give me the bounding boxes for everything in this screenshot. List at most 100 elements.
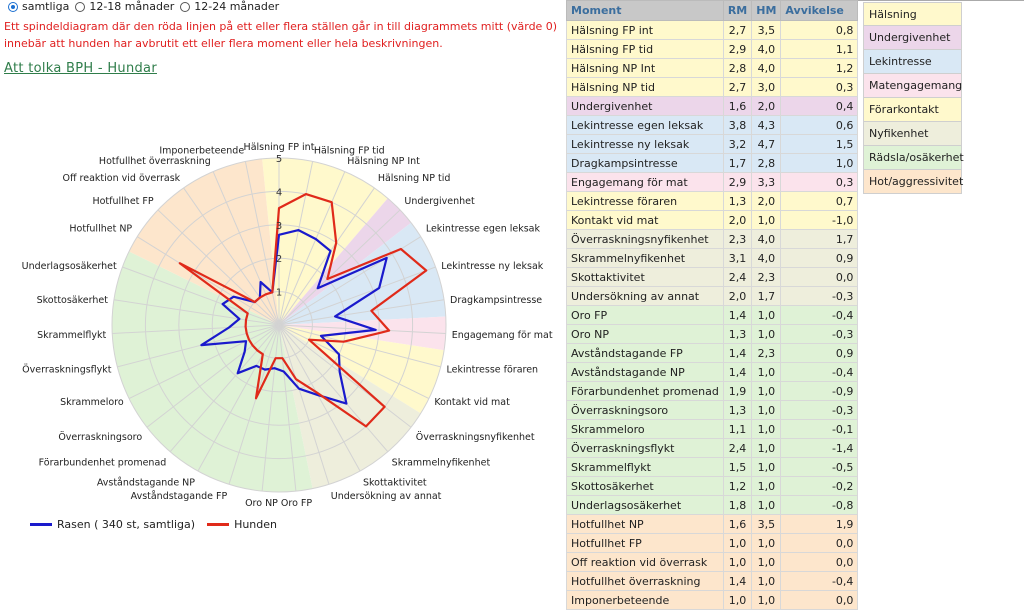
cell-moment: Hälsning FP tid: [566, 39, 724, 59]
cell-hm: 1,0: [751, 495, 782, 515]
axis-label: Hälsning NP Int: [347, 156, 420, 167]
cell-hm: 4,3: [751, 115, 782, 135]
axis-label: Kontakt vid mat: [434, 397, 510, 408]
cell-avvikelse: 0,9: [780, 248, 859, 268]
legend-swatch-breed: [30, 523, 52, 526]
filter-12-24-label[interactable]: 12-24 månader: [194, 0, 280, 13]
col-rm-header[interactable]: RM: [722, 0, 753, 21]
axis-label: Avståndstagande FP: [131, 491, 228, 502]
cell-avvikelse: 1,9: [780, 514, 859, 534]
axis-label: Lekintresse föraren: [446, 364, 538, 375]
table-row: Förarbundenhet promenad 1,9 1,0 -0,9: [566, 381, 859, 401]
table-row: Avståndstagande FP 1,4 2,3 0,9: [566, 343, 859, 363]
cell-moment: Skottosäkerhet: [566, 476, 724, 496]
grid-spoke: [183, 187, 280, 326]
cell-hm: 1,7: [751, 286, 782, 306]
col-moment-header[interactable]: Moment: [566, 0, 724, 21]
cell-avvikelse: 0,3: [780, 77, 859, 97]
cell-moment: Lekintresse föraren: [566, 191, 724, 211]
grid-spoke: [228, 324, 280, 485]
table-row: Skottosäkerhet 1,2 1,0 -0,2: [566, 476, 859, 496]
period-filter: samtliga 12-18 månader 12-24 månader: [8, 0, 283, 13]
cell-moment: Lekintresse ny leksak: [566, 134, 724, 154]
cell-hm: 4,0: [751, 39, 782, 59]
cell-rm: 1,0: [722, 552, 753, 572]
cell-hm: 3,3: [751, 172, 782, 192]
axis-label: Hälsning NP tid: [378, 173, 451, 184]
grid-spoke: [278, 324, 330, 485]
cell-avvikelse: 1,5: [780, 134, 859, 154]
category-sector: [279, 325, 445, 414]
legend-swatch-dog: [207, 523, 230, 526]
table-row: Hotfullhet NP 1,6 3,5 1,9: [566, 514, 859, 534]
axis-label: Lekintresse ny leksak: [441, 261, 544, 272]
table-row: Skrammelflykt 1,5 1,0 -0,5: [566, 457, 859, 477]
axis-label: Skottaktivitet: [363, 477, 427, 488]
cell-rm: 2,7: [722, 77, 753, 97]
moment-table-wrap: Moment RM HM Avvikelse Hälsning FP int 2,…: [566, 0, 859, 610]
table-row: Undersökning av annat 2,0 1,7 -0,3: [566, 286, 859, 306]
col-avvikelse-header[interactable]: Avvikelse: [780, 0, 859, 21]
table-row: Skrammelnyfikenhet 3,1 4,0 0,9: [566, 248, 859, 268]
col-hm-header[interactable]: HM: [751, 0, 782, 21]
axis-label: Hotfullhet NP: [69, 223, 132, 234]
axis-label: Undersökning av annat: [331, 491, 442, 502]
category-legend-item: Undergivenhet: [863, 26, 962, 50]
cell-moment: Underlagsosäkerhet: [566, 495, 724, 515]
grid-spoke: [278, 324, 412, 428]
cell-hm: 1,0: [751, 438, 782, 458]
filter-12-18-label[interactable]: 12-18 månader: [89, 0, 175, 13]
grid-spoke: [122, 266, 280, 326]
table-row: Hälsning FP int 2,7 3,5 0,8: [566, 20, 859, 40]
axis-label: Hotfullhet överraskning: [99, 156, 211, 167]
cell-avvikelse: -0,8: [780, 495, 859, 515]
category-legend-item: Hälsning: [863, 2, 962, 26]
cell-rm: 1,0: [722, 533, 753, 553]
cell-rm: 2,4: [722, 438, 753, 458]
table-row: Oro FP 1,4 1,0 -0,4: [566, 305, 859, 325]
tick-label: 3: [276, 221, 282, 232]
table-row: Engagemang för mat 2,9 3,3 0,3: [566, 172, 859, 192]
category-legend: Hälsning Undergivenhet Lekintresse Matengag…: [863, 2, 964, 194]
cell-hm: 1,0: [751, 571, 782, 591]
cell-hm: 1,0: [751, 400, 782, 420]
cell-avvikelse: -1,4: [780, 438, 859, 458]
cell-moment: Skrammelnyfikenhet: [566, 248, 724, 268]
grid-spoke: [261, 324, 280, 492]
cell-moment: Hälsning FP int: [566, 20, 724, 40]
cell-moment: Undersökning av annat: [566, 286, 724, 306]
filter-12-18-radio[interactable]: [75, 1, 86, 12]
axis-label: Dragkampsintresse: [450, 295, 542, 306]
cell-hm: 1,0: [751, 381, 782, 401]
filter-samtliga-radio[interactable]: [8, 1, 18, 12]
filter-12-24-radio[interactable]: [180, 1, 191, 12]
cell-moment: Avståndstagande FP: [566, 343, 724, 363]
moment-table: Moment RM HM Avvikelse Hälsning FP int 2,…: [566, 0, 859, 610]
grid-spoke: [278, 324, 441, 368]
cell-rm: 3,1: [722, 248, 753, 268]
cell-moment: Oro NP: [566, 324, 724, 344]
legend-label-breed: Rasen ( 340 st, samtliga): [57, 518, 196, 531]
axis-label: Hälsning FP tid: [314, 146, 385, 157]
axis-label: Hotfullhet FP: [92, 196, 153, 207]
axis-label: Undergivenhet: [404, 196, 475, 207]
cell-moment: Imponerbeteende: [566, 590, 724, 610]
cell-avvikelse: 1,1: [780, 39, 859, 59]
cell-moment: Oro FP: [566, 305, 724, 325]
table-row: Hotfullhet FP 1,0 1,0 0,0: [566, 533, 859, 553]
cell-moment: Avståndstagande NP: [566, 362, 724, 382]
grid-spoke: [278, 266, 436, 326]
cell-moment: Hotfullhet överraskning: [566, 571, 724, 591]
guide-link[interactable]: Att tolka BPH - Hundar: [4, 61, 157, 76]
tick-label: 5: [276, 154, 282, 165]
cell-hm: 2,0: [751, 191, 782, 211]
cell-hm: 4,0: [751, 248, 782, 268]
cell-moment: Undergivenhet: [566, 96, 724, 116]
cell-avvikelse: -0,1: [780, 419, 859, 439]
cell-rm: 2,0: [722, 210, 753, 230]
table-row: Hälsning NP tid 2,7 3,0 0,3: [566, 77, 859, 97]
cell-hm: 3,0: [751, 77, 782, 97]
cell-rm: 2,0: [722, 286, 753, 306]
filter-samtliga-label[interactable]: samtliga: [22, 0, 70, 13]
